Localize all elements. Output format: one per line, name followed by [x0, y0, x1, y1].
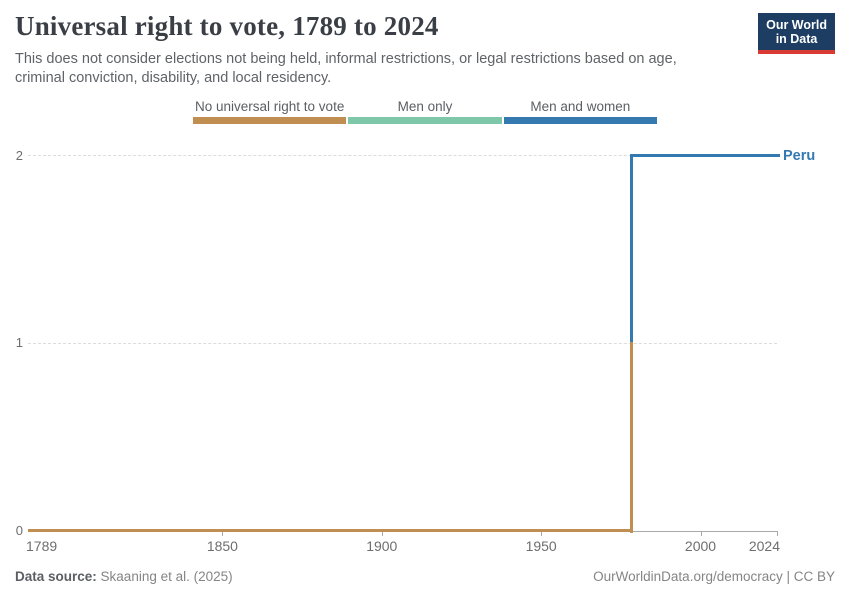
series-transition-segment[interactable] [630, 154, 633, 342]
x-axis-label: 1850 [206, 538, 238, 554]
legend-color-bar [348, 117, 502, 124]
legend-item-men-only[interactable]: Men only [348, 99, 502, 124]
x-axis-label: 2024 [748, 538, 780, 554]
page-title: Universal right to vote, 1789 to 2024 [15, 11, 439, 41]
y-axis-label: 2 [15, 147, 23, 163]
legend-item-no-universal-right[interactable]: No universal right to vote [193, 99, 347, 124]
chart-subtitle: This does not consider elections not bei… [15, 51, 677, 86]
legend-color-bar [503, 117, 657, 124]
legend-color-bar [193, 117, 347, 124]
x-axis-tick [222, 531, 223, 536]
owid-logo: Our World in Data [758, 13, 835, 54]
x-axis-label: 1900 [366, 538, 398, 554]
x-axis-label: 1950 [525, 538, 557, 554]
series-line-segment[interactable] [28, 529, 633, 532]
series-transition-segment[interactable] [630, 342, 633, 533]
legend-label: Men and women [530, 99, 631, 114]
series-line-segment[interactable] [630, 154, 780, 157]
legend-label: No universal right to vote [195, 99, 345, 114]
y-gridline [28, 155, 777, 156]
category-legend: No universal right to vote Men only Men … [193, 99, 657, 124]
credit-link[interactable]: OurWorldinData.org/democracy | CC BY [593, 569, 835, 584]
x-axis-tick [701, 531, 702, 536]
legend-item-men-and-women[interactable]: Men and women [503, 99, 657, 124]
y-axis-label: 1 [15, 335, 23, 350]
y-gridline [28, 342, 777, 344]
data-source-note: Data source: Skaaning et al. (2025) [15, 569, 233, 584]
series-entity-label[interactable]: Peru [783, 148, 816, 164]
x-axis-tick [382, 531, 383, 536]
logo-line-2: in Data [775, 32, 818, 46]
logo-line-1: Our World [766, 18, 827, 32]
legend-label: Men only [397, 99, 453, 114]
x-axis-tick [777, 531, 778, 536]
data-source-label: Data source: [15, 569, 97, 584]
x-axis-tick [541, 531, 542, 536]
x-axis-label: 2000 [684, 538, 717, 554]
y-axis-label: 0 [15, 522, 23, 538]
data-source-value: Skaaning et al. (2025) [100, 569, 233, 584]
x-axis-label: 1789 [26, 538, 58, 554]
